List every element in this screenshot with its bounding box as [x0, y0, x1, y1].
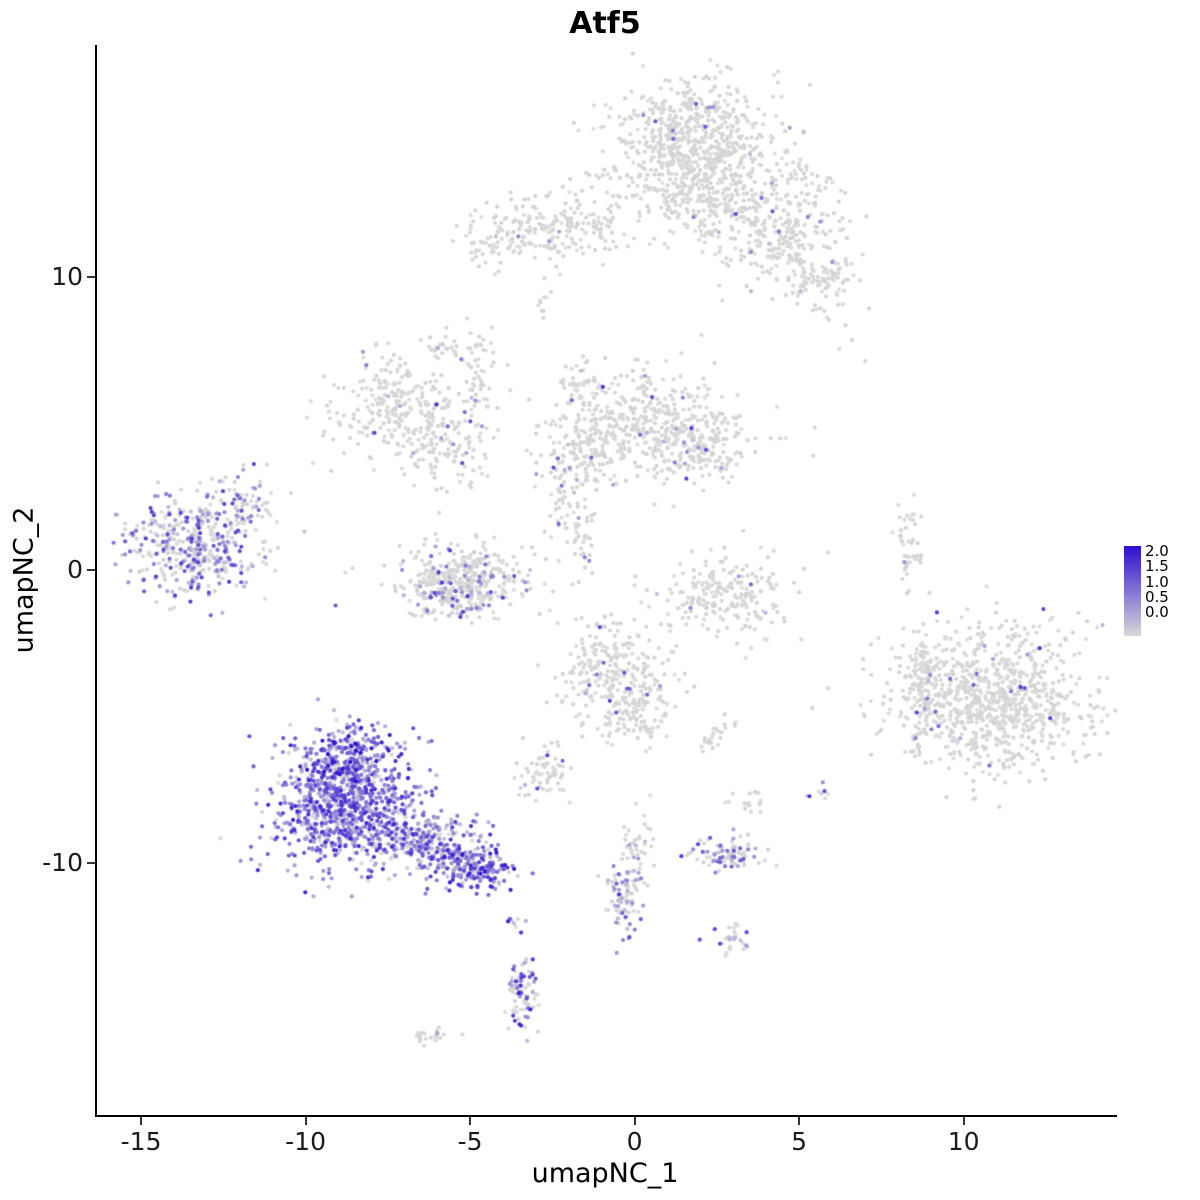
y-tick-mark — [87, 861, 95, 864]
plot-title: Atf5 — [569, 6, 641, 41]
colorbar-tick-label: 2.0 — [1145, 542, 1169, 560]
y-tick-label: 0 — [67, 554, 83, 584]
colorbar-tick-label: 0.5 — [1145, 587, 1169, 606]
x-tick-mark — [633, 1117, 636, 1125]
x-tick-label: 5 — [791, 1127, 808, 1156]
y-tick-label: 10 — [51, 261, 83, 291]
scatter-canvas — [97, 45, 1117, 1115]
x-tick-label: -5 — [457, 1127, 483, 1156]
x-tick-label: 10 — [947, 1127, 980, 1156]
x-tick-label: -10 — [285, 1127, 326, 1156]
x-tick-mark — [962, 1117, 965, 1125]
colorbar-legend: 2.0 1.5 1.0 0.5 0.0 — [1124, 544, 1194, 638]
x-axis-label: umapNC_1 — [531, 1158, 679, 1189]
x-tick-label: -15 — [120, 1127, 162, 1156]
x-tick-mark — [469, 1117, 472, 1125]
x-tick-mark — [798, 1117, 801, 1125]
colorbar-labels: 2.0 1.5 1.0 0.5 0.0 — [1145, 544, 1169, 620]
y-tick-mark — [87, 275, 95, 278]
y-tick-label: -10 — [42, 847, 83, 877]
x-tick-mark — [304, 1117, 307, 1125]
x-tick-mark — [140, 1117, 143, 1125]
colorbar-tick-label: 0.0 — [1145, 603, 1169, 621]
y-tick-mark — [87, 568, 95, 571]
colorbar-tick-label: 1.5 — [1145, 557, 1169, 576]
plot-panel — [95, 45, 1117, 1117]
colorbar-tick-label: 1.0 — [1145, 572, 1169, 591]
x-tick-label: 0 — [626, 1127, 643, 1156]
colorbar-gradient — [1124, 546, 1141, 636]
